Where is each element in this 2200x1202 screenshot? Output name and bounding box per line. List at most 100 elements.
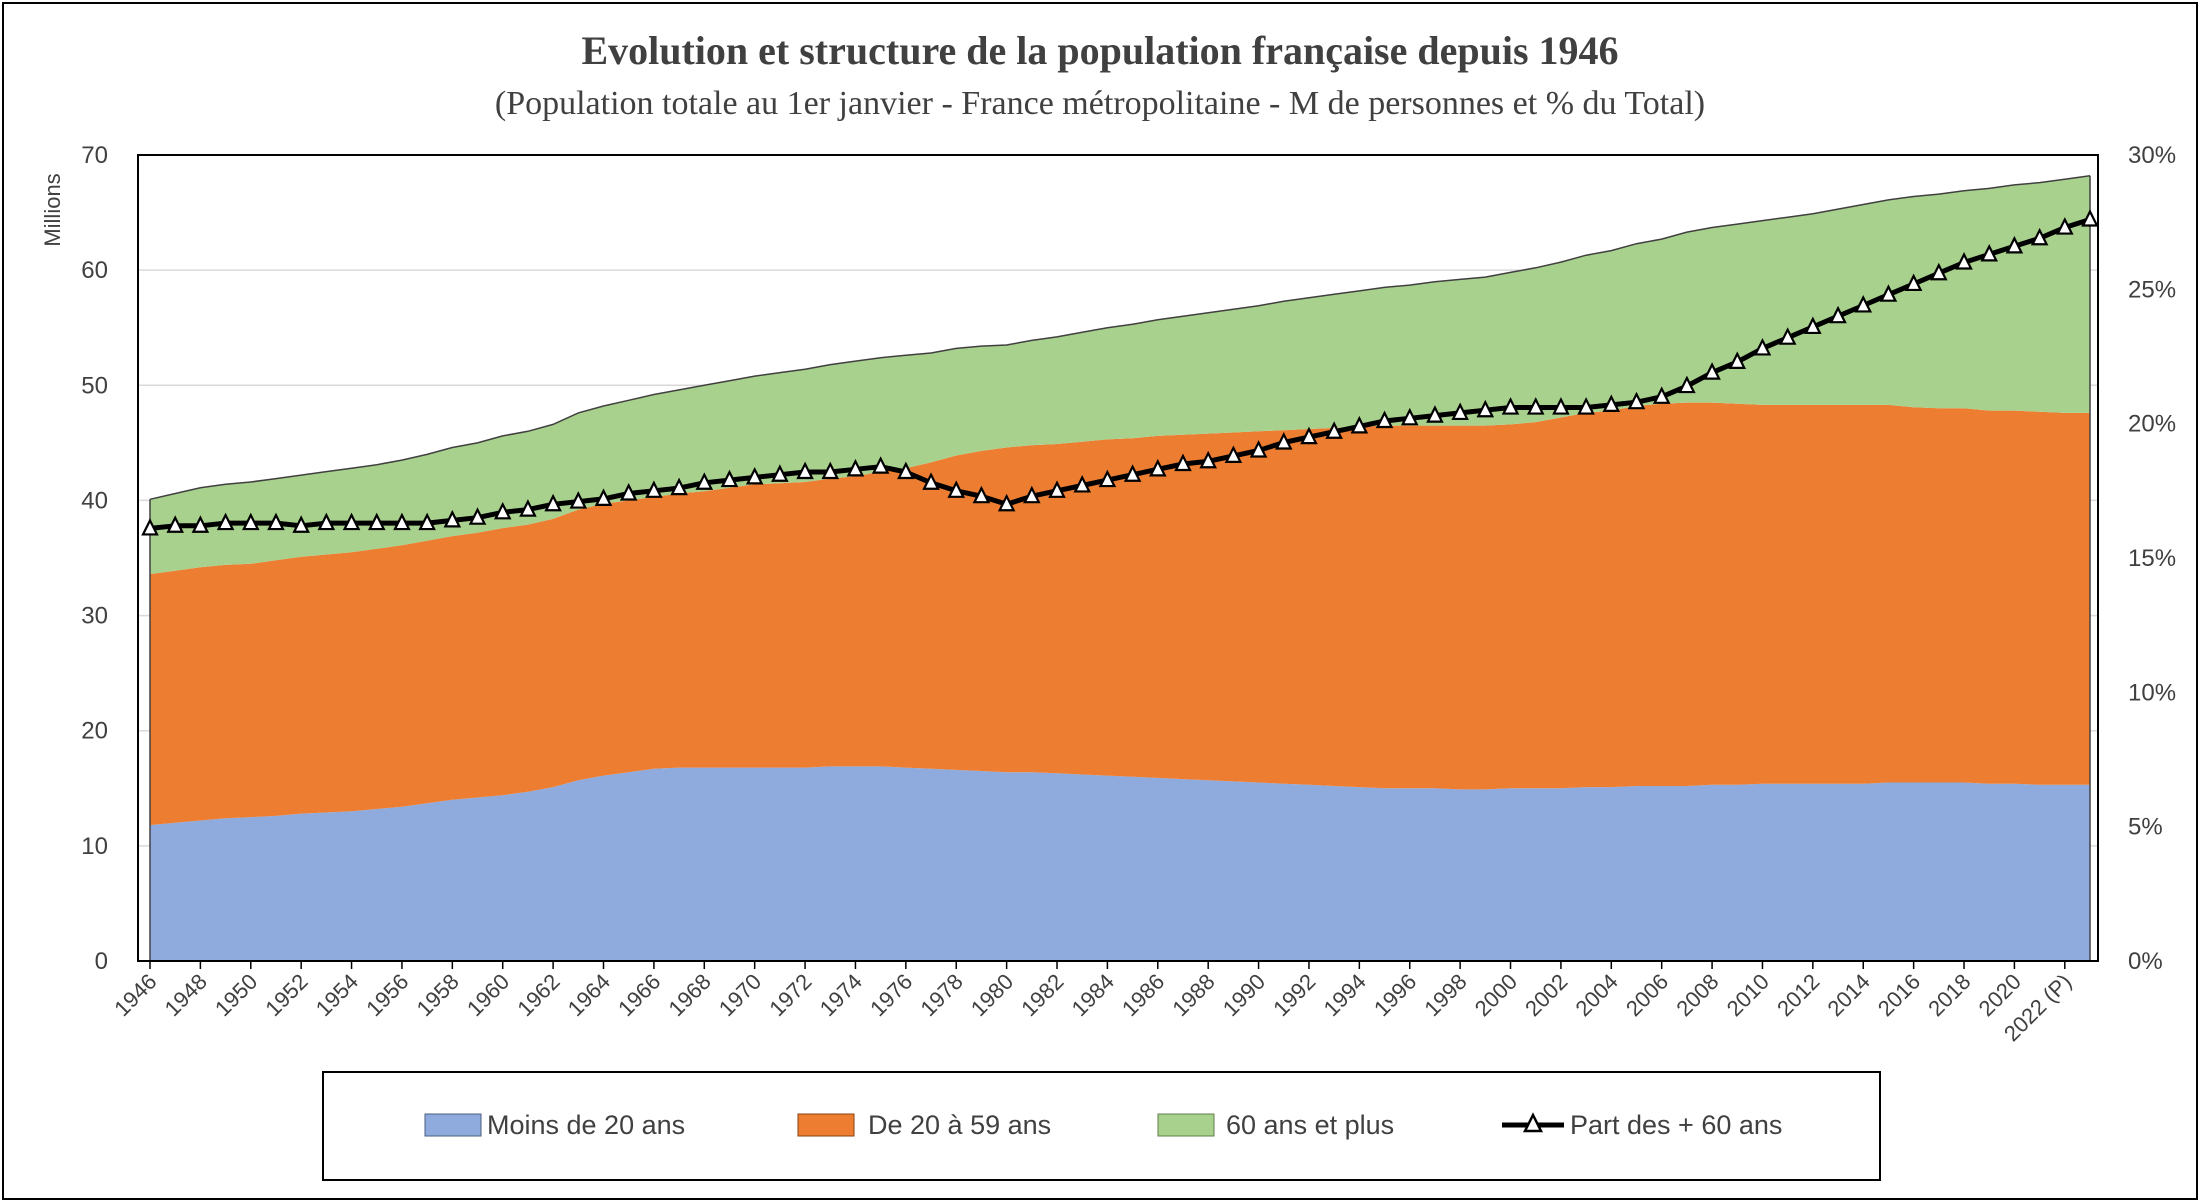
share-marker <box>947 480 966 498</box>
x-tick-label: 1946 <box>109 969 161 1021</box>
share-marker <box>367 512 386 531</box>
share-marker <box>796 461 814 480</box>
share-marker <box>342 512 361 531</box>
y-tick-label: 30 <box>81 603 108 630</box>
y2-tick-label: 25% <box>2128 276 2176 303</box>
share-marker <box>1073 475 1091 493</box>
share-marker <box>1703 362 1721 380</box>
x-tick-label: 1980 <box>966 969 1018 1021</box>
share-marker <box>871 456 890 474</box>
legend: Moins de 20 ans De 20 à 59 ans 60 ans et… <box>322 1071 1881 1181</box>
y-axis-label: Millions <box>40 173 65 246</box>
x-tick-label: 1982 <box>1016 969 1068 1021</box>
x-tick-label: 2000 <box>1470 969 1522 1021</box>
x-tick-label: 1992 <box>1268 969 1320 1021</box>
share-marker <box>1602 394 1621 412</box>
share-marker <box>141 517 159 536</box>
share-marker <box>493 501 512 520</box>
share-marker <box>1778 327 1797 345</box>
x-tick-label: 1968 <box>664 969 716 1021</box>
chart-subtitle: (Population totale au 1er janvier - Fran… <box>495 85 1705 122</box>
x-tick-label: 1964 <box>563 969 615 1021</box>
x-axis: 1946194819501952195419561958196019621964… <box>109 961 2076 1046</box>
x-tick-label: 2008 <box>1671 969 1723 1021</box>
x-tick-label: 1966 <box>613 969 665 1021</box>
x-tick-label: 1958 <box>412 969 464 1021</box>
share-marker <box>2005 235 2024 254</box>
y-tick-label: 0 <box>95 948 108 975</box>
share-marker <box>1174 453 1192 472</box>
share-marker <box>1400 407 1419 426</box>
x-tick-label: 1960 <box>462 969 514 1021</box>
share-marker <box>216 512 235 531</box>
share-marker <box>191 515 210 533</box>
share-marker <box>695 472 714 490</box>
x-tick-label: 1970 <box>714 969 766 1021</box>
x-tick-label: 1954 <box>311 969 363 1021</box>
x-tick-label: 2016 <box>1873 969 1925 1021</box>
chart-title: Evolution et structure de la population … <box>581 28 1618 73</box>
legend-label-under-20: Moins de 20 ans <box>487 1110 685 1140</box>
x-tick-label: 1986 <box>1117 969 1169 1021</box>
x-tick-label: 1990 <box>1218 969 1270 1021</box>
share-marker <box>645 480 663 498</box>
y-axis-right: 0% 5% 10% 15% 20% 25% 30% <box>2128 142 2176 975</box>
share-marker <box>317 512 336 531</box>
y-tick-label: 60 <box>81 257 108 284</box>
share-marker <box>1476 399 1495 418</box>
share-marker <box>619 483 638 501</box>
share-marker <box>1854 294 1873 313</box>
y-tick-label: 20 <box>81 718 108 745</box>
share-marker <box>1300 426 1318 445</box>
y2-tick-label: 10% <box>2128 679 2176 706</box>
plot-area-border <box>137 154 2099 962</box>
share-marker <box>1149 458 1167 477</box>
y2-tick-label: 0% <box>2128 948 2163 975</box>
share-marker <box>1048 480 1066 498</box>
share-marker <box>544 493 562 512</box>
x-tick-label: 1994 <box>1319 969 1371 1021</box>
x-tick-label: 1988 <box>1167 969 1219 1021</box>
share-marker <box>670 477 688 496</box>
y2-tick-label: 15% <box>2128 545 2176 572</box>
total-outline <box>149 174 2091 501</box>
share-marker <box>720 469 739 488</box>
legend-swatch-under-20 <box>424 1113 482 1137</box>
share-marker <box>1375 410 1394 429</box>
x-tick-label: 1972 <box>764 969 816 1021</box>
y-tick-label: 10 <box>81 833 108 860</box>
x-tick-label: 1998 <box>1419 969 1471 1021</box>
share-marker <box>771 464 789 482</box>
share-marker <box>292 515 310 533</box>
legend-marker-share-60 <box>1522 1112 1544 1133</box>
legend-label-share-60: Part des + 60 ans <box>1570 1110 1782 1140</box>
share-marker <box>1904 273 1923 292</box>
share-marker <box>443 509 462 528</box>
share-marker <box>1678 375 1696 394</box>
x-tick-label: 1978 <box>915 969 967 1021</box>
share-marker <box>1955 252 1973 270</box>
x-tick-label: 1948 <box>160 969 212 1021</box>
share-marker <box>846 458 865 477</box>
share-marker <box>972 485 991 504</box>
x-tick-label: 2018 <box>1923 969 1975 1021</box>
x-tick-label: 1984 <box>1067 969 1119 1021</box>
x-tick-label: 1956 <box>361 969 413 1021</box>
y-axis-left: 0 10 20 30 40 50 60 70 <box>81 142 108 975</box>
y-tick-label: 70 <box>81 142 108 169</box>
x-tick-label: 2014 <box>1822 969 1874 1021</box>
share-marker <box>519 499 537 517</box>
area-20-59 <box>150 402 2090 826</box>
share-marker <box>1098 469 1117 488</box>
share-marker <box>393 512 411 531</box>
share-marker <box>594 488 613 506</box>
share-marker <box>897 461 915 480</box>
x-tick-label: 2004 <box>1571 969 1623 1021</box>
share-marker <box>569 491 588 509</box>
share-marker <box>1753 337 1772 356</box>
share-marker <box>1249 440 1268 458</box>
share-marker <box>267 512 285 531</box>
x-tick-label: 1996 <box>1369 969 1421 1021</box>
share-marker <box>1199 450 1217 469</box>
